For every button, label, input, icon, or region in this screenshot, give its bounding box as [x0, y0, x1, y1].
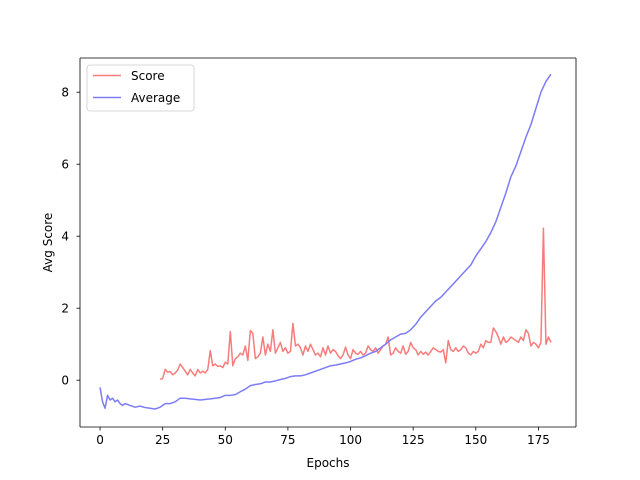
x-tick-label: 100 — [339, 433, 362, 447]
y-ticks: 0 2 4 6 8 — [61, 86, 80, 388]
legend-box — [86, 64, 195, 112]
legend-label-average: Average — [131, 91, 180, 105]
y-axis-label: Avg Score — [41, 213, 55, 273]
legend: Score Average — [86, 64, 195, 112]
x-ticks: 0 25 50 75 100 125 150 175 — [96, 427, 550, 447]
x-tick-label: 125 — [402, 433, 425, 447]
series-layer — [99, 73, 552, 410]
series-line-average — [99, 73, 552, 410]
x-axis-label: Epochs — [307, 456, 350, 470]
x-tick-label: 25 — [155, 433, 170, 447]
plot-area — [80, 58, 576, 427]
x-tick-label: 0 — [96, 433, 104, 447]
series-line-score — [159, 227, 552, 381]
y-tick-label: 2 — [61, 302, 69, 316]
x-tick-label: 175 — [527, 433, 550, 447]
y-tick-label: 8 — [61, 86, 69, 100]
legend-label-score: Score — [131, 69, 165, 83]
x-tick-label: 50 — [218, 433, 233, 447]
x-tick-label: 150 — [464, 433, 487, 447]
y-tick-label: 0 — [61, 374, 69, 388]
y-tick-label: 4 — [61, 230, 69, 244]
y-tick-label: 6 — [61, 158, 69, 172]
x-tick-label: 75 — [280, 433, 295, 447]
